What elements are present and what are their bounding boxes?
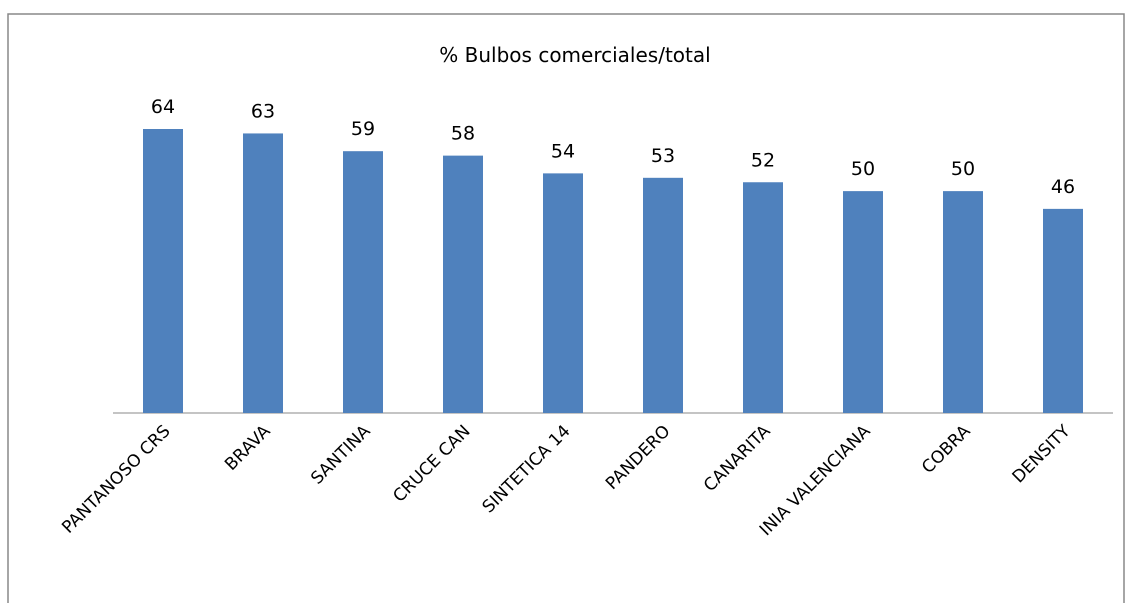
x-tick-label: BRAVA — [221, 421, 275, 475]
bar — [343, 151, 383, 413]
data-label: 64 — [151, 96, 175, 118]
bar — [743, 182, 783, 413]
chart-frame — [7, 13, 1125, 603]
data-label: 52 — [751, 149, 775, 171]
chart-title: % Bulbos comerciales/total — [439, 43, 710, 67]
x-tick-label: SINTETICA 14 — [479, 421, 575, 517]
bar — [1043, 208, 1083, 413]
x-tick-label: CRUCE CAN — [389, 421, 474, 506]
data-label: 50 — [951, 158, 975, 180]
data-label: 46 — [1051, 176, 1075, 198]
x-tick-label: COBRA — [918, 421, 975, 478]
x-tick-label: SANTINA — [307, 421, 375, 489]
bar — [443, 155, 483, 413]
x-tick-label: PANTANOSO CRS — [58, 421, 174, 537]
bar — [643, 177, 683, 413]
data-label: 58 — [451, 123, 475, 145]
x-tick-label: PANDERO — [602, 421, 675, 494]
x-tick-label: DENSITY — [1009, 421, 1075, 487]
bar — [143, 129, 183, 413]
x-tick-label: CANARITA — [700, 421, 775, 496]
bar — [543, 173, 583, 413]
bar — [243, 133, 283, 413]
data-label: 53 — [651, 145, 675, 167]
bar — [843, 191, 883, 413]
data-label: 59 — [351, 118, 375, 140]
data-label: 54 — [551, 140, 575, 162]
data-label: 63 — [251, 100, 275, 122]
bar — [943, 191, 983, 413]
x-tick-label: INIA VALENCIANA — [756, 421, 875, 540]
data-label: 50 — [851, 158, 875, 180]
